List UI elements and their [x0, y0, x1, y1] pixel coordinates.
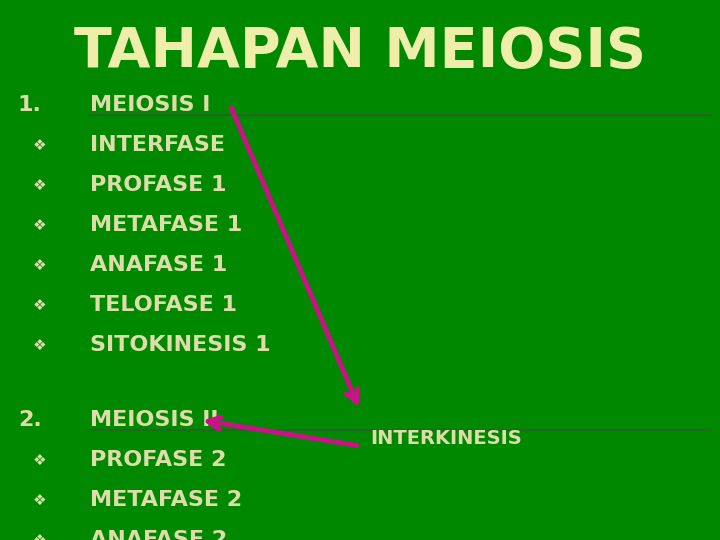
Text: ❖: ❖ — [33, 532, 47, 540]
Text: ❖: ❖ — [33, 453, 47, 468]
Text: ❖: ❖ — [33, 492, 47, 508]
Text: 2.: 2. — [18, 410, 42, 430]
Text: ANAFASE 2: ANAFASE 2 — [90, 530, 227, 540]
Text: ANAFASE 1: ANAFASE 1 — [90, 255, 228, 275]
Text: MEIOSIS I: MEIOSIS I — [90, 95, 210, 115]
Text: 1.: 1. — [18, 95, 42, 115]
Text: PROFASE 2: PROFASE 2 — [90, 450, 226, 470]
Text: SITOKINESIS 1: SITOKINESIS 1 — [90, 335, 271, 355]
Text: ❖: ❖ — [33, 218, 47, 233]
Text: INTERFASE: INTERFASE — [90, 135, 225, 155]
Text: METAFASE 2: METAFASE 2 — [90, 490, 242, 510]
Text: ❖: ❖ — [33, 298, 47, 313]
Text: ❖: ❖ — [33, 258, 47, 273]
Text: INTERKINESIS: INTERKINESIS — [370, 429, 522, 448]
Text: MEIOSIS II: MEIOSIS II — [90, 410, 218, 430]
Text: TAHAPAN MEIOSIS: TAHAPAN MEIOSIS — [74, 25, 646, 79]
Text: ❖: ❖ — [33, 338, 47, 353]
Text: ❖: ❖ — [33, 178, 47, 192]
Text: METAFASE 1: METAFASE 1 — [90, 215, 242, 235]
Text: TELOFASE 1: TELOFASE 1 — [90, 295, 237, 315]
Text: ❖: ❖ — [33, 138, 47, 152]
Text: PROFASE 1: PROFASE 1 — [90, 175, 227, 195]
